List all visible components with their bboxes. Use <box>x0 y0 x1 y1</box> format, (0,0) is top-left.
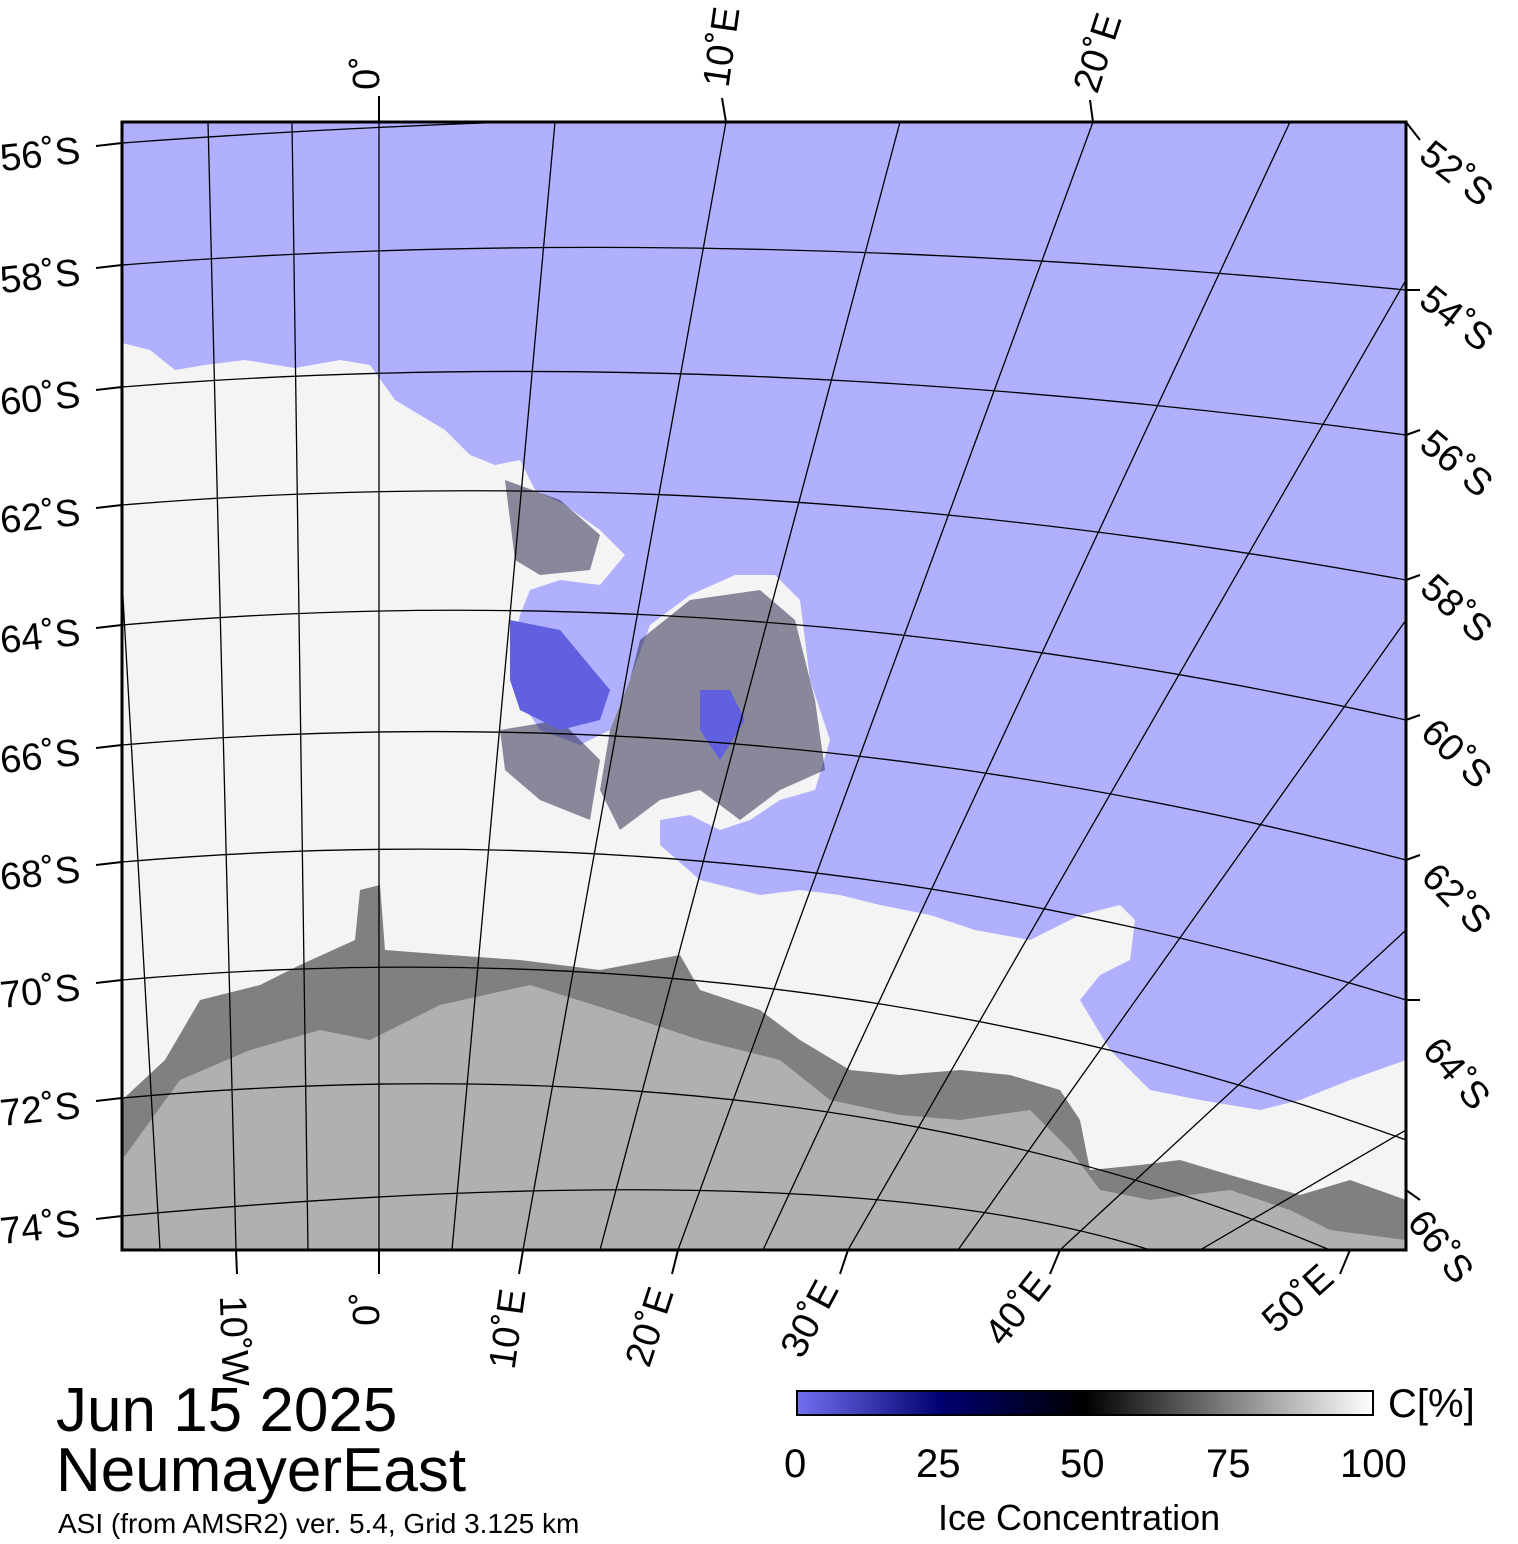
longitude-lines <box>122 122 1406 1250</box>
lat-label-56s: 56˚S <box>0 129 83 181</box>
lat-label-74s: 74˚S <box>0 1202 83 1254</box>
lon-label-0-bottom: 0˚ <box>345 1292 388 1326</box>
lat-label-62s: 62˚S <box>0 491 83 543</box>
lat-label-70s: 70˚S <box>0 966 83 1018</box>
lat-label-66s: 66˚S <box>0 731 83 783</box>
marginal-ice-zone <box>500 480 825 830</box>
graticule-ticks <box>95 96 1421 1275</box>
lon-label-10w: 10˚W <box>210 1294 256 1388</box>
polynya-water <box>510 620 745 760</box>
colorbar-tick-100: 100 <box>1340 1442 1407 1486</box>
lat-label-68s: 68˚S <box>0 848 83 900</box>
lat-label-72s: 72˚S <box>0 1084 83 1136</box>
land <box>122 985 1406 1250</box>
colorbar-tick-0: 0 <box>784 1442 807 1486</box>
colorbar-title: Ice Concentration <box>938 1497 1221 1538</box>
colorbar-tick-50: 50 <box>1060 1442 1105 1486</box>
lat-label-60s: 60˚S <box>0 373 83 425</box>
map-frame <box>120 120 1408 1252</box>
lat-label-64s: 64˚S <box>0 611 83 663</box>
colorbar-unit: C[%] <box>1388 1382 1475 1426</box>
map-date: Jun 15 2025 <box>56 1376 398 1445</box>
lat-label-58s: 58˚S <box>0 251 83 303</box>
colorbar-tick-75: 75 <box>1206 1442 1251 1486</box>
colorbar-tick-25: 25 <box>916 1442 961 1486</box>
latitude-lines <box>122 122 1406 1250</box>
lon-label-0-top: 0˚ <box>345 56 388 90</box>
region-name: NeumayerEast <box>56 1436 467 1505</box>
colorbar <box>796 1390 1374 1416</box>
data-source: ASI (from AMSR2) ver. 5.4, Grid 3.125 km <box>58 1508 580 1539</box>
